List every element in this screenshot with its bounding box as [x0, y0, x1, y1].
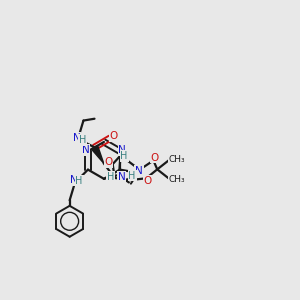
Text: O: O [143, 176, 152, 186]
Text: H: H [128, 171, 136, 181]
Text: H: H [79, 135, 86, 145]
Text: CH₃: CH₃ [168, 155, 185, 164]
Text: H: H [120, 151, 128, 161]
Text: O: O [110, 131, 118, 141]
Text: N: N [73, 133, 80, 142]
Text: H: H [75, 176, 83, 186]
Text: N: N [70, 175, 78, 185]
Text: N: N [82, 145, 89, 155]
Text: H: H [107, 172, 114, 182]
Polygon shape [92, 146, 104, 163]
Text: O: O [151, 152, 159, 163]
Text: N: N [118, 172, 125, 182]
Text: N: N [135, 166, 143, 176]
Text: CH₃: CH₃ [168, 175, 185, 184]
Text: N: N [118, 145, 126, 155]
Text: O: O [104, 157, 112, 167]
